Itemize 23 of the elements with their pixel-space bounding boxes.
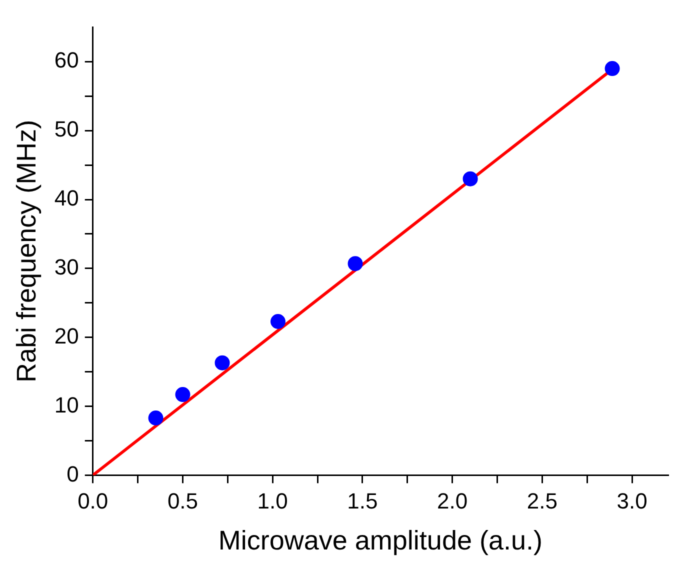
y-tick-label: 0 (66, 461, 79, 486)
x-tick-label: 2.0 (437, 488, 468, 514)
y-tick-label: 60 (54, 48, 79, 73)
x-tick-label: 1.0 (257, 488, 288, 514)
x-tick-label: 0.0 (78, 488, 108, 514)
y-tick-label: 40 (54, 186, 79, 211)
y-tick-label: 30 (54, 254, 79, 280)
point (214, 355, 230, 370)
x-axis-title: Microwave amplitude (a.u.) (218, 525, 542, 556)
y-tick-label: 50 (54, 116, 79, 142)
point (148, 410, 164, 426)
point (462, 171, 478, 186)
x-tick-label: 0.5 (167, 488, 198, 514)
x-tick-label: 3.0 (616, 488, 648, 514)
x-tick-label: 2.5 (526, 488, 558, 514)
point (175, 387, 190, 402)
point (604, 61, 620, 76)
y-tick-label: 10 (54, 392, 79, 418)
point (270, 314, 286, 329)
y-axis-title: Rabi frequency (MHz) (12, 120, 42, 382)
point (348, 256, 363, 272)
x-tick-label: 1.5 (347, 488, 378, 514)
y-tick-label: 20 (54, 323, 79, 348)
